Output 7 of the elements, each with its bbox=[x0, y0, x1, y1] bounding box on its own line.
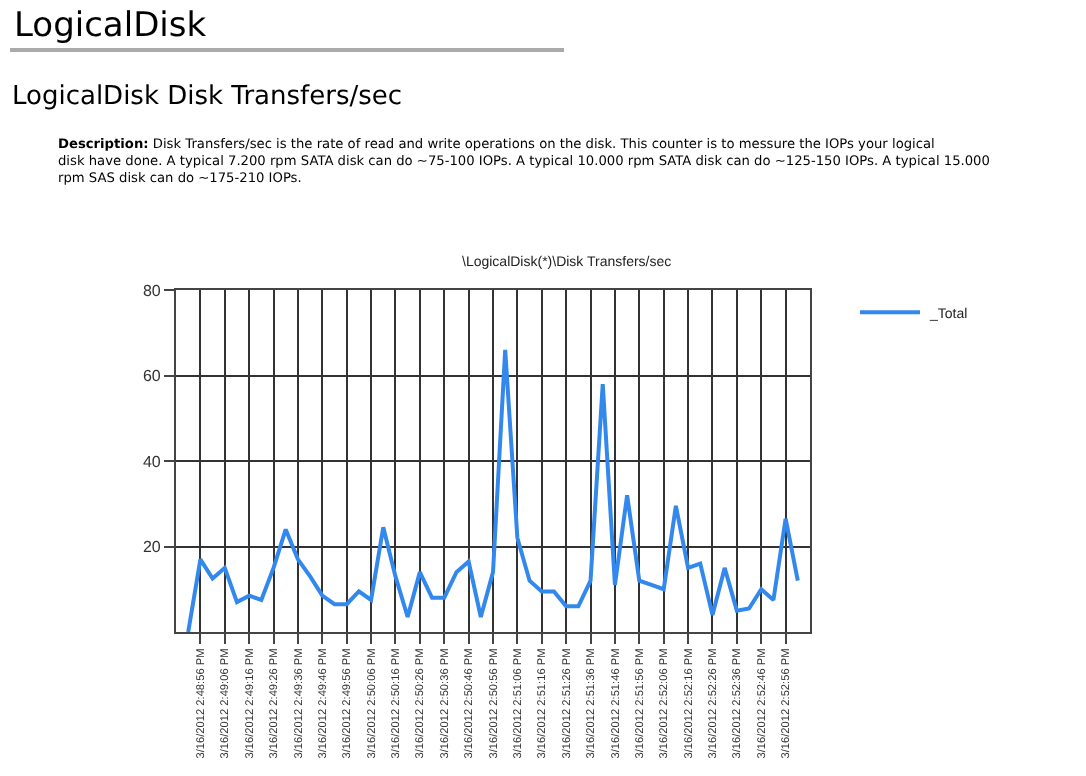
chart-title: LogicalDisk bbox=[14, 6, 207, 46]
y-tick-label: 80 bbox=[142, 281, 162, 300]
y-tick-label: 20 bbox=[142, 538, 162, 557]
line-series bbox=[186, 347, 800, 632]
y-tick-label: 60 bbox=[142, 367, 162, 386]
chart-subtitle: LogicalDisk Disk Transfers/sec bbox=[12, 82, 403, 112]
y-tick-label: 40 bbox=[142, 452, 162, 471]
